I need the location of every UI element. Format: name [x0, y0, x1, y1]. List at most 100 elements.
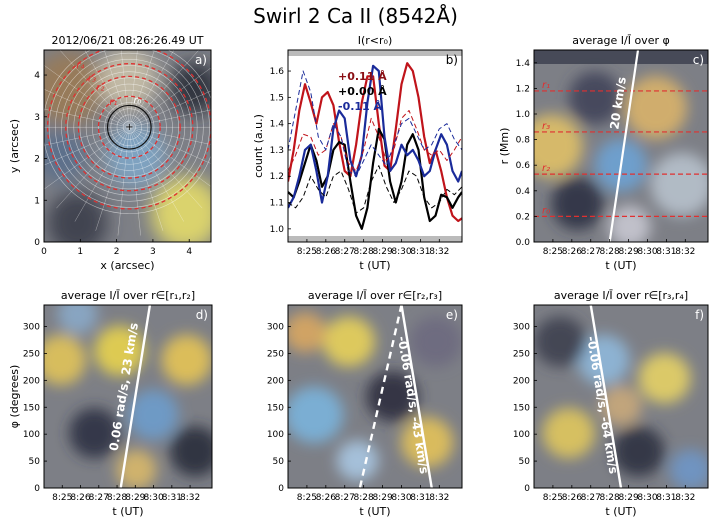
y-tick-label: 0.6	[516, 161, 531, 171]
x-tick-label: 8:26	[562, 493, 582, 503]
fit-line	[119, 305, 152, 488]
center-marker: +	[125, 122, 133, 133]
x-tick-label: 8:26	[70, 493, 90, 503]
x-axis-label: t (UT)	[605, 505, 636, 518]
y-tick-label: 0.2	[516, 212, 530, 222]
panel-4-frame	[287, 304, 463, 489]
fit-line-dashed	[358, 305, 403, 488]
y-tick-label: 300	[267, 323, 284, 333]
y-tick-label: 250	[267, 349, 284, 359]
x-axis-label: t (UT)	[359, 259, 390, 272]
x-axis-label: t (UT)	[359, 505, 390, 518]
figure-title: Swirl 2 Ca II (8542Å)	[253, 4, 458, 28]
x-tick-label: 8:31	[656, 493, 676, 503]
panel-5-frame	[533, 304, 709, 489]
x-tick-label: 8:27	[335, 247, 355, 257]
x-tick-label: 8:29	[618, 493, 638, 503]
y-tick-label: 1.4	[270, 120, 285, 130]
y-tick-label: 1.2	[270, 172, 284, 182]
circle-r1	[97, 95, 161, 159]
x-tick-label: 8:28	[600, 247, 620, 257]
x-tick-label: 8:25	[297, 493, 317, 503]
x-tick-label: 8:29	[125, 493, 145, 503]
x-tick-label: 8:27	[581, 493, 601, 503]
x-tick-label: 8:32	[429, 493, 449, 503]
y-tick-label: 1.4	[516, 59, 531, 69]
y-tick-label: 0	[34, 484, 40, 494]
panel-0-frame	[43, 49, 212, 243]
x-tick-label: 8:30	[391, 493, 411, 503]
y-tick-label: 0.0	[516, 238, 531, 248]
x-tick-label: 8:32	[429, 247, 449, 257]
x-tick-label: 8:32	[180, 493, 200, 503]
x-tick-label: 8:26	[316, 247, 336, 257]
x-tick-label: 8:30	[391, 247, 411, 257]
y-tick-label: 100	[23, 430, 40, 440]
y-tick-label: 1.0	[516, 110, 531, 120]
x-tick-label: 8:31	[410, 247, 430, 257]
panel-title: average I/Ī over φ	[572, 34, 670, 47]
legend-entry: -0.11 Å	[338, 100, 383, 113]
panel-label: b)	[446, 53, 458, 67]
y-tick-label: 100	[267, 430, 284, 440]
x-tick-label: 8:30	[637, 493, 657, 503]
y-tick-label: 150	[267, 403, 284, 413]
x-tick-label: 8:25	[297, 247, 317, 257]
y-tick-label: 0.4	[516, 187, 531, 197]
fit-line	[400, 305, 433, 488]
panel-2-image	[534, 50, 708, 242]
panel-label: d)	[196, 308, 208, 322]
y-tick-label: 0	[524, 484, 530, 494]
panel-label: a)	[195, 53, 207, 67]
panel-title: average I/Ī over r∈[r₃,r₄]	[554, 289, 688, 302]
x-tick-label: 8:30	[143, 493, 163, 503]
x-tick-label: 8:25	[543, 493, 563, 503]
panel-4-image	[288, 305, 462, 488]
y-tick-label: 50	[519, 457, 531, 467]
panel-5-image	[534, 305, 708, 488]
x-tick-label: 8:28	[600, 493, 620, 503]
series-line--0-00-ref	[288, 165, 462, 214]
x-tick-label: 8:27	[335, 493, 355, 503]
panel-1-frame	[287, 49, 463, 243]
fit-line	[589, 305, 623, 488]
y-axis-label: r (Mm)	[498, 128, 511, 165]
y-tick-label: 150	[23, 403, 40, 413]
y-tick-label: 1.1	[270, 199, 284, 209]
y-tick-label: 300	[513, 323, 530, 333]
x-tick-label: 8:26	[316, 493, 336, 503]
x-tick-label: 8:29	[372, 493, 392, 503]
series-line--0-11-ref	[288, 70, 462, 177]
panel-title: 2012/06/21 08:26:26.49 UT	[51, 34, 203, 47]
x-tick-label: 8:31	[656, 247, 676, 257]
x-tick-label: 0	[41, 247, 47, 257]
y-tick-label: 1.6	[270, 67, 285, 77]
y-axis-label: count (a.u.)	[252, 114, 265, 178]
y-tick-label: 0	[34, 238, 40, 248]
x-tick-label: 8:26	[562, 247, 582, 257]
legend-entry: +0.11 Å	[338, 70, 387, 83]
circle-r2	[77, 75, 181, 179]
y-tick-label: 150	[513, 403, 530, 413]
y-tick-label: 1.2	[516, 84, 530, 94]
circle-r4	[47, 50, 211, 210]
circle-label-r4: r₄	[76, 60, 84, 71]
x-tick-label: 8:31	[410, 493, 430, 503]
x-axis-label: x (arcsec)	[100, 259, 154, 272]
radius-label: r₃	[542, 121, 550, 132]
y-tick-label: 4	[34, 71, 40, 81]
x-tick-label: 3	[150, 247, 156, 257]
x-tick-label: 1	[77, 247, 83, 257]
series-line--0-11-ref	[288, 110, 462, 172]
y-tick-label: 200	[513, 376, 530, 386]
y-tick-label: 100	[513, 430, 530, 440]
x-tick-label: 8:25	[52, 493, 72, 503]
radius-label: r₁	[542, 80, 550, 91]
top-band	[288, 50, 462, 56]
x-tick-label: 8:25	[543, 247, 563, 257]
y-tick-label: 300	[23, 323, 40, 333]
series-line--0-00	[288, 127, 462, 230]
x-tick-label: 8:29	[372, 247, 392, 257]
